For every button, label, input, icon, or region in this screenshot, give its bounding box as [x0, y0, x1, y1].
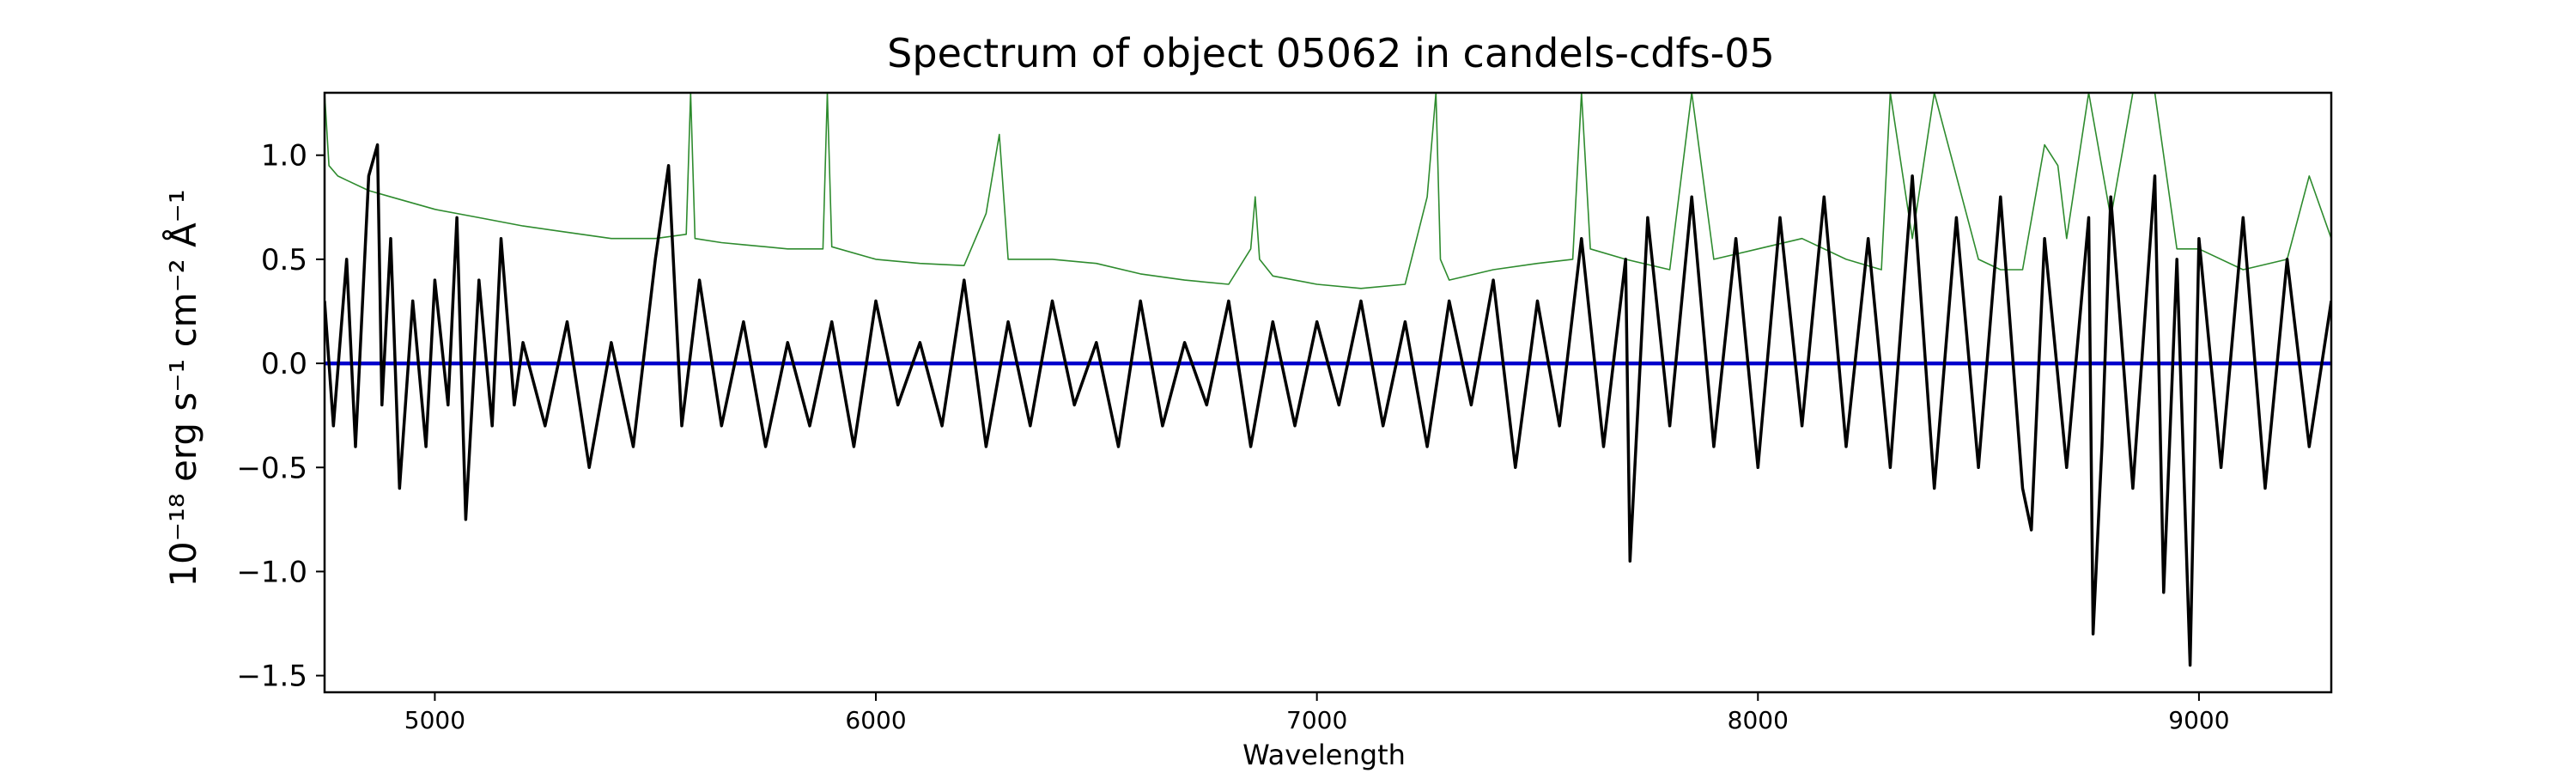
chart-title: Spectrum of object 05062 in candels-cdfs…: [887, 30, 1775, 76]
y-axis-ticks: 1.0 0.5 0.0 −0.5 −1.0 −1.5: [236, 139, 325, 694]
x-axis-ticks: 5000 6000 7000 8000 9000: [404, 692, 2230, 734]
y-tick-label: 1.0: [261, 139, 307, 173]
x-tick-label: 9000: [2168, 706, 2229, 734]
y-tick-label: 0.5: [261, 243, 307, 277]
x-tick-label: 6000: [845, 706, 906, 734]
series-line-error: [325, 93, 2331, 289]
y-tick-label: −1.0: [236, 555, 307, 589]
series-line-flux: [325, 143, 2331, 667]
y-tick-label: 0.0: [261, 347, 307, 381]
x-tick-label: 8000: [1728, 706, 1789, 734]
x-axis-label: Wavelength: [1242, 739, 1406, 771]
y-axis-label: 10⁻¹⁸ erg s⁻¹ cm⁻² Å⁻¹: [161, 189, 204, 587]
x-tick-label: 7000: [1286, 706, 1347, 734]
y-tick-label: −0.5: [236, 451, 307, 485]
x-tick-label: 5000: [404, 706, 465, 734]
y-tick-label: −1.5: [236, 660, 307, 694]
plot-frame: [323, 91, 2333, 694]
series-layer: [325, 93, 2331, 667]
